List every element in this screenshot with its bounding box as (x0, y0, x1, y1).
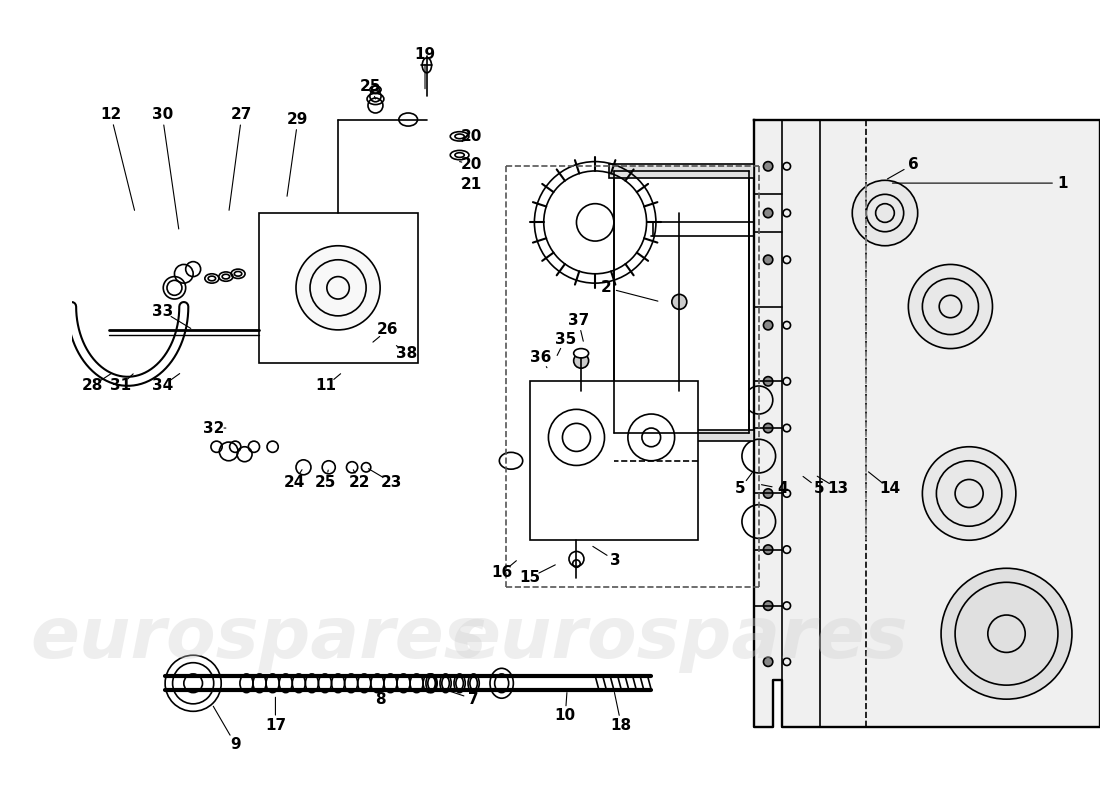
Bar (609, 165, 755, 178)
Circle shape (763, 255, 773, 265)
Text: 27: 27 (231, 107, 253, 122)
Text: 25: 25 (360, 79, 382, 94)
Text: 10: 10 (554, 709, 575, 723)
Text: 14: 14 (879, 482, 900, 496)
Text: 4: 4 (777, 482, 788, 496)
Circle shape (852, 180, 917, 246)
Text: 11: 11 (316, 378, 337, 394)
Circle shape (165, 655, 221, 711)
Text: 37: 37 (568, 313, 588, 328)
Bar (614, 171, 749, 433)
Circle shape (763, 489, 773, 498)
Text: 31: 31 (110, 378, 131, 394)
Text: 1: 1 (1057, 176, 1068, 190)
Circle shape (574, 354, 589, 368)
Text: 32: 32 (204, 421, 224, 435)
Circle shape (763, 162, 773, 171)
Text: 15: 15 (519, 570, 540, 585)
Text: 13: 13 (827, 482, 849, 496)
Text: 24: 24 (284, 474, 305, 490)
Circle shape (763, 208, 773, 218)
Bar (609, 430, 755, 441)
Text: 20: 20 (461, 129, 483, 144)
Text: 28: 28 (81, 378, 103, 394)
Circle shape (763, 545, 773, 554)
Polygon shape (755, 119, 1100, 727)
Text: 3: 3 (610, 554, 621, 568)
Text: 35: 35 (554, 332, 576, 346)
Ellipse shape (574, 349, 589, 358)
Circle shape (763, 423, 773, 433)
Text: eurospares: eurospares (30, 604, 487, 673)
Text: 9: 9 (230, 737, 241, 751)
Text: 38: 38 (396, 346, 417, 361)
Text: 2: 2 (601, 280, 612, 295)
Text: 23: 23 (381, 474, 402, 490)
Text: 16: 16 (491, 566, 513, 581)
Ellipse shape (499, 452, 522, 469)
Text: 22: 22 (349, 474, 371, 490)
Text: 8: 8 (375, 692, 385, 706)
Text: 30: 30 (152, 107, 173, 122)
Text: 18: 18 (610, 718, 631, 733)
Text: 17: 17 (265, 718, 286, 733)
Text: 6: 6 (908, 157, 918, 172)
Text: 7: 7 (469, 692, 478, 706)
Circle shape (672, 294, 686, 310)
Circle shape (763, 657, 773, 666)
Text: 36: 36 (530, 350, 551, 366)
Circle shape (909, 265, 992, 349)
Text: 19: 19 (415, 46, 436, 62)
Bar (258, 213, 418, 362)
Circle shape (942, 568, 1072, 699)
Text: 21: 21 (461, 178, 483, 193)
Text: 25: 25 (316, 474, 337, 490)
Text: 5: 5 (735, 482, 746, 496)
Bar (530, 382, 698, 540)
Text: eurospares: eurospares (451, 604, 908, 673)
Text: 12: 12 (100, 107, 121, 122)
Circle shape (923, 446, 1016, 540)
Text: 34: 34 (152, 378, 173, 394)
Circle shape (763, 377, 773, 386)
Circle shape (763, 601, 773, 610)
Text: 33: 33 (152, 304, 173, 318)
Text: 29: 29 (287, 112, 309, 127)
Text: 5: 5 (814, 482, 825, 496)
Circle shape (296, 246, 381, 330)
Text: 20: 20 (461, 157, 483, 172)
Circle shape (763, 321, 773, 330)
Text: 26: 26 (377, 322, 398, 338)
